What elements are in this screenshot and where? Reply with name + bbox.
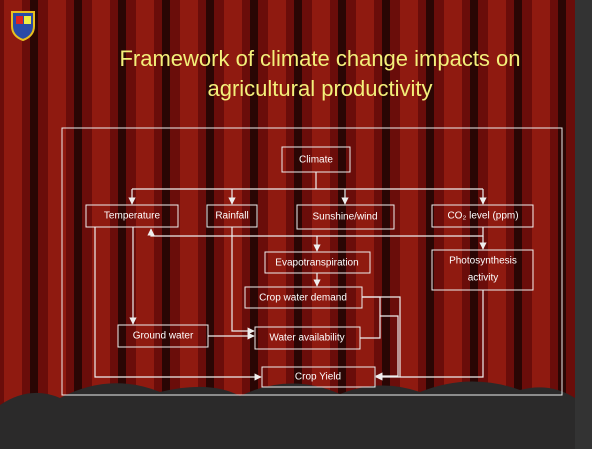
node-label: Climate: [299, 155, 333, 166]
title-line: agricultural productivity: [208, 76, 433, 101]
side-strip: [575, 0, 592, 449]
node-label: Photosynthesis: [449, 256, 517, 267]
node-label: Sunshine/wind: [312, 212, 377, 223]
title-line: Framework of climate change impacts on: [119, 46, 520, 71]
slide: Framework of climate change impacts on a…: [0, 0, 592, 449]
node-label: Crop Yield: [295, 372, 341, 383]
logo: [12, 12, 34, 40]
node-label: Water availability: [269, 333, 344, 344]
node-label: Crop water demand: [259, 293, 347, 304]
node-label: Rainfall: [215, 211, 248, 222]
node-label: Ground water: [133, 331, 194, 342]
curtain-bottom: [0, 381, 575, 449]
node-label: Temperature: [104, 211, 161, 222]
node-label: Evapotranspiration: [275, 258, 358, 269]
node-label: CO₂ level (ppm): [447, 211, 518, 222]
node-label: activity: [468, 273, 499, 284]
